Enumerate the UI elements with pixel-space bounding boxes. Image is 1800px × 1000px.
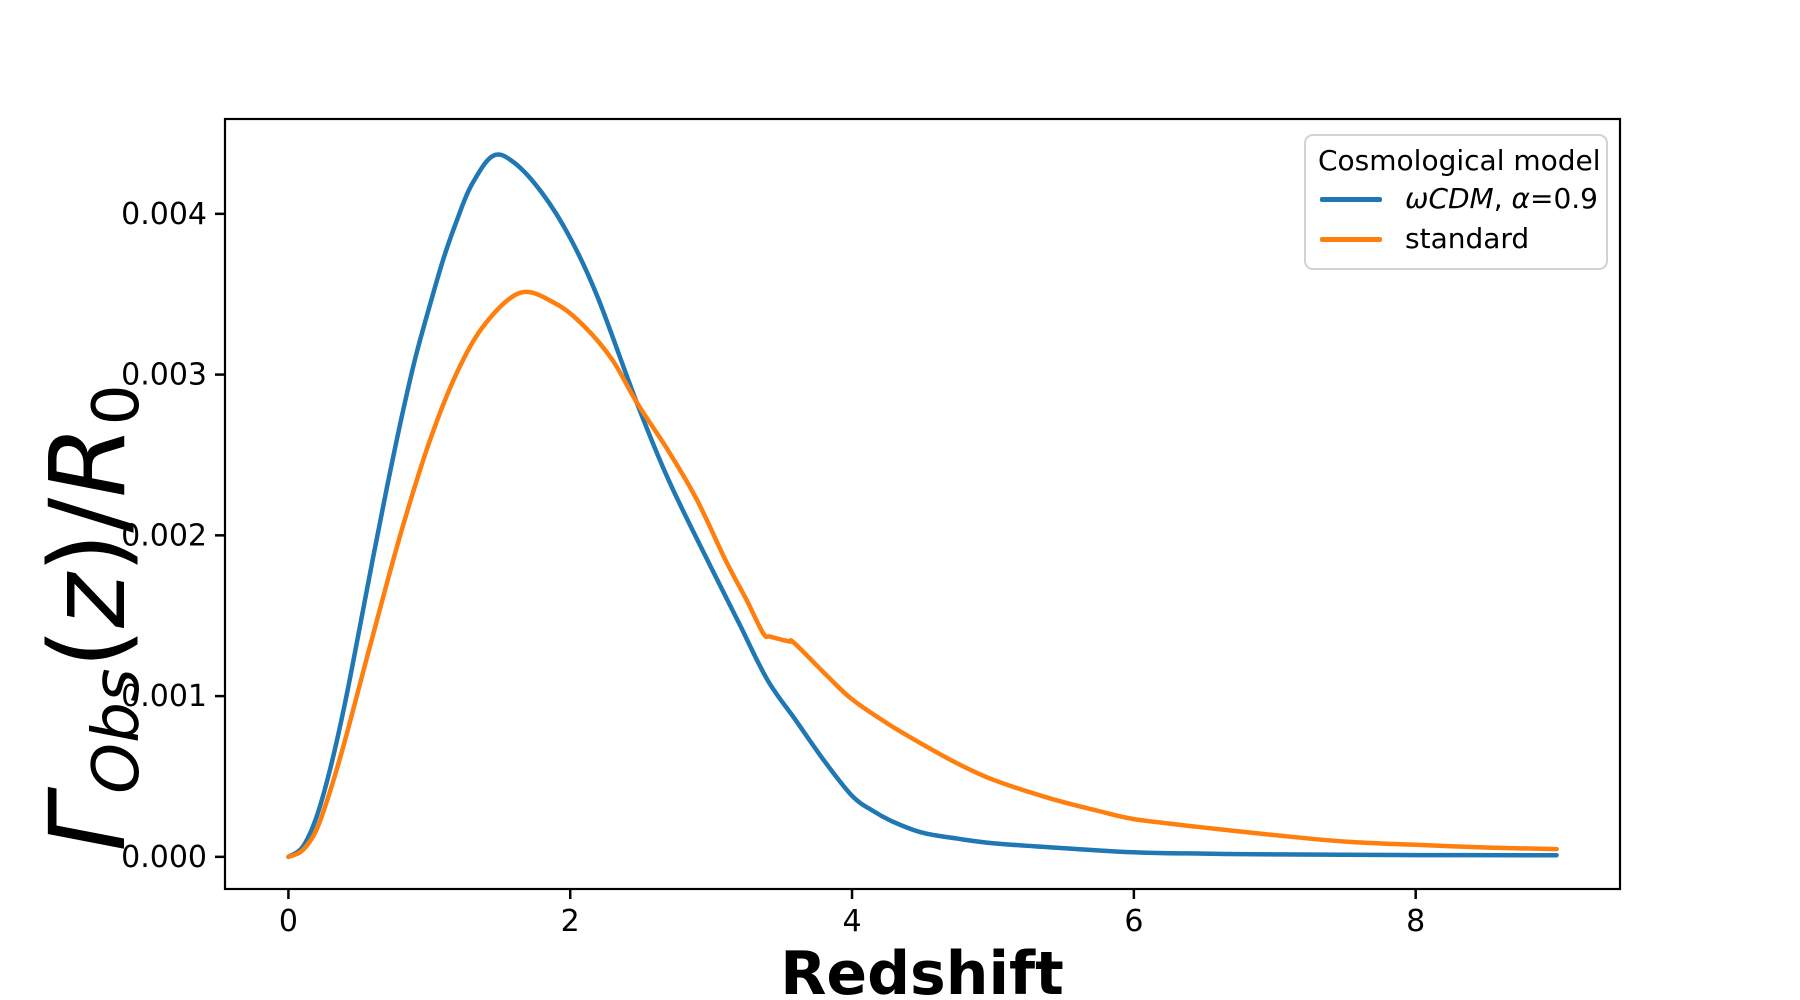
x-tick-label: 8: [1406, 904, 1425, 939]
text-fragment: Γ: [27, 793, 149, 852]
legend-swatch-standard-line-icon: [1320, 236, 1382, 242]
text-fragment: )/: [27, 497, 149, 574]
text-fragment: standard: [1405, 222, 1530, 255]
y-tick-label: 0.001: [121, 679, 207, 714]
x-axis-label: Redshift: [780, 939, 1064, 1000]
text-fragment: z: [27, 573, 149, 628]
legend-swatch-wcdm-line-icon: [1320, 196, 1382, 202]
legend-label-wcdm: ωCDM, α=0.9: [1405, 179, 1598, 219]
text-fragment: Obs: [79, 668, 155, 794]
x-tick-label: 0: [279, 904, 298, 939]
text-fragment: ,: [1493, 182, 1512, 215]
text-fragment: =0.9: [1530, 182, 1598, 215]
y-tick-label: 0.003: [121, 358, 207, 393]
x-tick-label: 6: [1124, 904, 1143, 939]
text-fragment: α: [1511, 182, 1530, 215]
legend-item-standard: standard: [1318, 219, 1594, 259]
text-fragment: R: [27, 425, 149, 498]
plot-frame: [223, 117, 1622, 891]
legend: Cosmological model ωCDM, α=0.9 standard: [1304, 134, 1608, 270]
x-tick-label: 2: [561, 904, 580, 939]
legend-label-standard: standard: [1405, 219, 1529, 259]
y-tick-label: 0.004: [121, 197, 207, 232]
legend-item-wcdm: ωCDM, α=0.9: [1318, 179, 1598, 219]
text-fragment: (: [27, 627, 149, 669]
curve-standard: [286, 289, 1559, 860]
text-fragment: ωCDM: [1405, 182, 1494, 215]
y-axis-label: ΓObs(z)/R0: [27, 384, 154, 851]
y-tick-label: 0.002: [121, 518, 207, 553]
x-tick-label: 4: [842, 904, 861, 939]
text-fragment: 0: [79, 384, 155, 426]
legend-title: Cosmological model: [1318, 144, 1601, 177]
y-tick-label: 0.000: [121, 840, 207, 875]
